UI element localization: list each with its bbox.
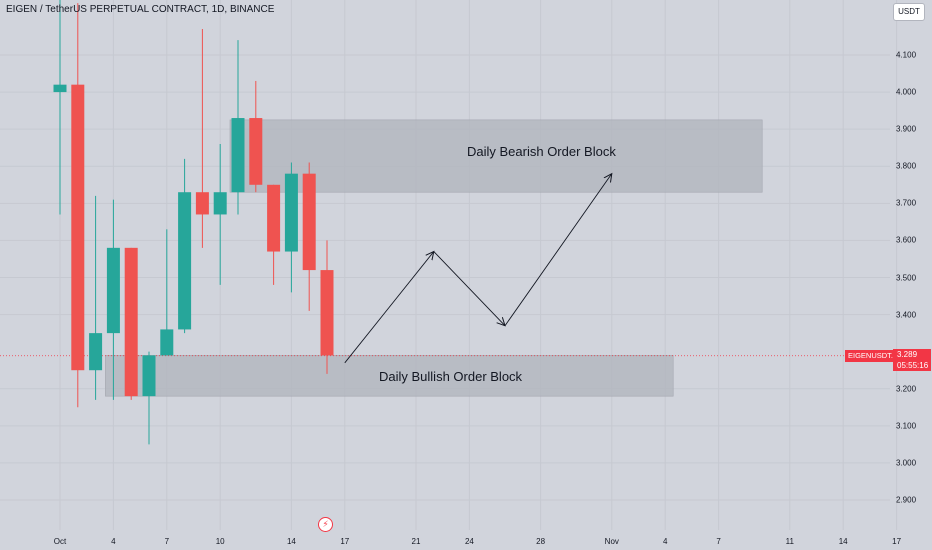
time-tick-label: Oct	[53, 537, 67, 546]
time-tick-label: 11	[785, 537, 794, 546]
last-price-value: 3.289	[897, 350, 918, 359]
candle-down	[302, 162, 316, 311]
candle-body	[231, 118, 245, 193]
candle-down	[71, 3, 85, 408]
candle-body	[71, 84, 85, 371]
candle-up	[231, 40, 245, 215]
time-tick-label: 4	[111, 537, 116, 546]
currency-button[interactable]: USDT	[893, 3, 925, 21]
time-tick-label: 17	[340, 537, 350, 546]
candle-body	[302, 173, 316, 271]
time-tick-label: 4	[662, 537, 668, 546]
bullish-block-label: Daily Bullish Order Block	[379, 369, 523, 384]
bar-countdown: 05:55:16	[897, 361, 929, 370]
candle-down	[124, 247, 138, 400]
candle-up	[89, 195, 103, 400]
lightning-icon[interactable]: ⚡	[318, 517, 333, 532]
projection-arrow	[344, 252, 434, 364]
price-tick-label: 3.700	[896, 198, 917, 208]
candle-body	[267, 184, 281, 252]
candle-body	[249, 118, 263, 185]
candle-up	[213, 144, 227, 285]
candle-body	[106, 247, 120, 334]
price-tick-label: 3.100	[896, 421, 917, 431]
candle-body	[195, 192, 209, 215]
candle-body	[284, 173, 298, 252]
price-tick-label: 3.800	[896, 161, 917, 171]
time-tick-label: 14	[838, 537, 848, 546]
time-tick-label: Nov	[604, 537, 619, 546]
price-tick-label: 3.900	[896, 124, 917, 134]
candle-body	[160, 329, 174, 356]
time-tick-label: 10	[215, 537, 225, 546]
price-tick-label: 3.400	[896, 310, 917, 320]
candle-body	[178, 192, 192, 330]
price-tick-label: 3.200	[896, 384, 917, 394]
time-tick-label: 7	[716, 537, 721, 546]
candle-up	[53, 0, 67, 215]
candle-up	[284, 162, 298, 293]
candle-up	[106, 199, 120, 400]
price-tick-label: 3.500	[896, 273, 917, 282]
price-tick-label: 4.000	[896, 87, 917, 97]
candle-up	[142, 351, 156, 445]
time-tick-label: 28	[536, 537, 546, 546]
candle-body	[89, 333, 103, 371]
bearish-order-block-zone	[229, 119, 763, 193]
time-tick-label: 21	[411, 537, 421, 546]
time-tick-label: 7	[164, 537, 170, 546]
price-tick-label: 3.000	[896, 458, 917, 468]
candle-down	[320, 240, 334, 374]
candle-body	[124, 247, 138, 397]
price-tick-label: 4.100	[896, 50, 917, 60]
candle-up	[160, 229, 174, 356]
time-tick-label: 24	[464, 537, 474, 546]
candle-body	[320, 270, 334, 356]
price-tick-label: 2.900	[896, 495, 917, 505]
projection-arrow	[433, 251, 505, 326]
candle-down	[267, 184, 281, 285]
candle-down	[195, 29, 209, 248]
projection-arrow	[504, 174, 612, 326]
candle-body	[142, 355, 156, 397]
candle-up	[178, 158, 192, 334]
bearish-block-label: Daily Bearish Order Block	[467, 144, 616, 159]
time-tick-label: 17	[892, 537, 902, 546]
price-tick-label: 3.600	[896, 235, 917, 245]
candle-body	[53, 84, 67, 93]
time-tick-label: 14	[286, 537, 296, 546]
candle-body	[213, 192, 227, 215]
bullish-order-block-zone	[105, 355, 674, 397]
symbol-price-tag: EIGENUSDT.P	[845, 350, 902, 362]
chart-title: EIGEN / TetherUS PERPETUAL CONTRACT, 1D,…	[6, 4, 275, 15]
candle-down	[249, 80, 263, 193]
last-price-box: 3.289 05:55:16	[893, 349, 931, 371]
